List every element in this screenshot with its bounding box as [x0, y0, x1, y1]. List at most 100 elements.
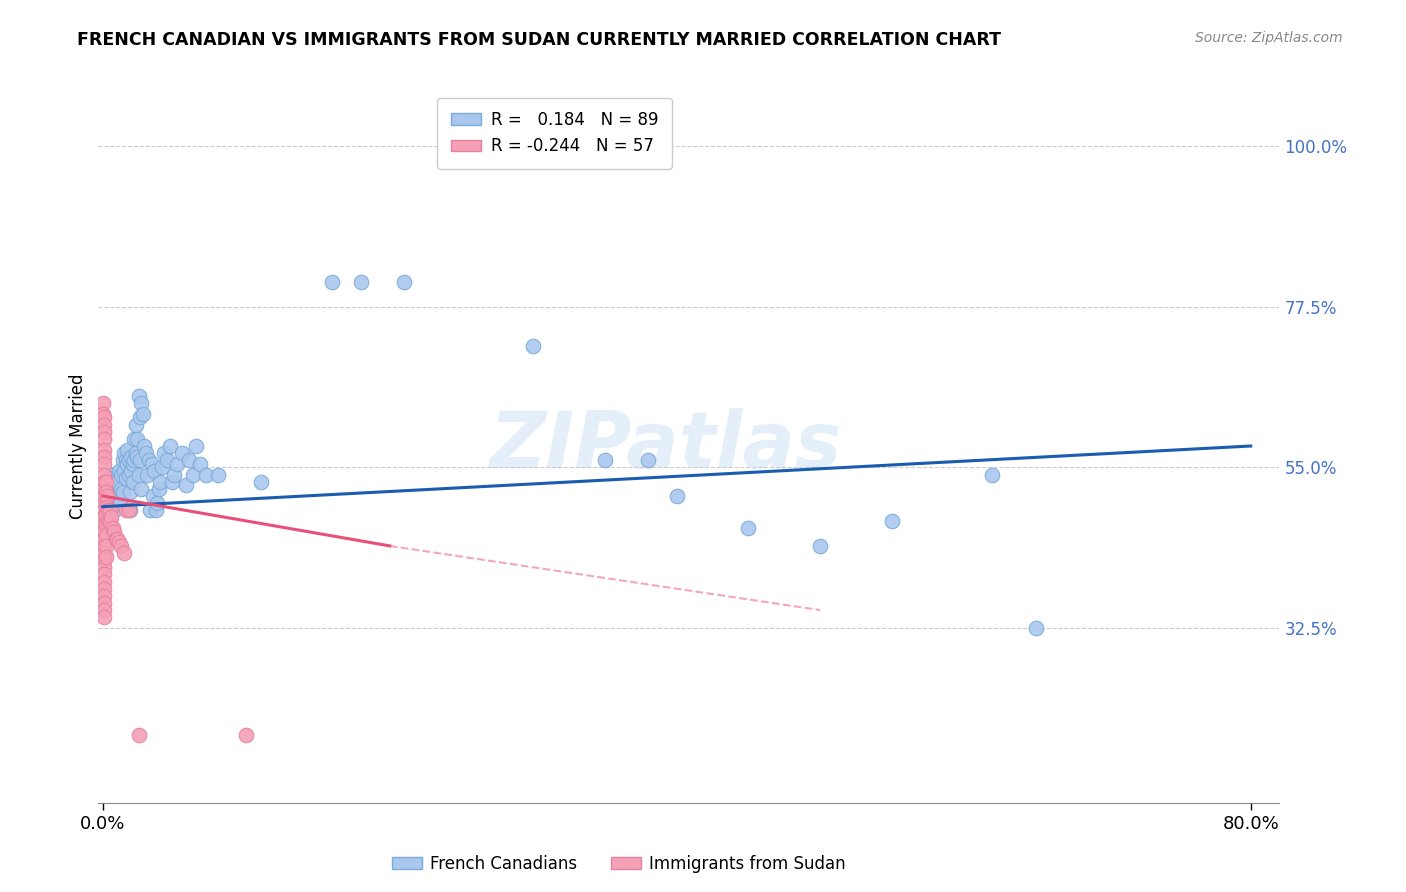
- Point: [97, 489, 120, 503]
- Point: [114, 453, 136, 467]
- Point: [93, 532, 115, 546]
- Point: [117, 467, 139, 482]
- Point: [93, 553, 115, 567]
- Point: [136, 467, 159, 482]
- Point: [146, 496, 169, 510]
- Point: [121, 475, 143, 489]
- Point: [120, 450, 142, 464]
- Point: [153, 446, 176, 460]
- Point: [93, 574, 115, 589]
- Point: [93, 603, 115, 617]
- Point: [93, 457, 115, 471]
- Point: [93, 560, 115, 574]
- Point: [94, 482, 117, 496]
- Point: [112, 464, 135, 478]
- Point: [100, 492, 122, 507]
- Text: ZIPatlas: ZIPatlas: [489, 408, 841, 484]
- Point: [111, 485, 134, 500]
- Point: [94, 549, 117, 564]
- Point: [148, 482, 170, 496]
- Point: [125, 446, 148, 460]
- Point: [128, 467, 150, 482]
- Point: [249, 475, 271, 489]
- Point: [350, 275, 373, 289]
- Point: [93, 539, 115, 553]
- Point: [131, 396, 153, 410]
- Point: [94, 507, 117, 521]
- Point: [93, 410, 115, 425]
- Point: [156, 453, 179, 467]
- Point: [125, 417, 148, 432]
- Point: [93, 467, 115, 482]
- Point: [103, 524, 125, 539]
- Point: [93, 485, 115, 500]
- Point: [128, 728, 150, 742]
- Point: [97, 475, 120, 489]
- Text: Source: ZipAtlas.com: Source: ZipAtlas.com: [1195, 31, 1343, 45]
- Point: [177, 453, 200, 467]
- Point: [93, 417, 115, 432]
- Point: [321, 275, 343, 289]
- Point: [93, 517, 115, 532]
- Point: [93, 567, 115, 582]
- Point: [98, 496, 121, 510]
- Point: [1024, 621, 1046, 635]
- Point: [105, 532, 128, 546]
- Point: [184, 439, 207, 453]
- Point: [127, 450, 149, 464]
- Point: [111, 453, 134, 467]
- Point: [98, 503, 121, 517]
- Point: [96, 489, 118, 503]
- Point: [124, 453, 146, 467]
- Point: [97, 514, 120, 528]
- Point: [94, 475, 117, 489]
- Point: [96, 485, 118, 500]
- Point: [132, 407, 155, 421]
- Point: [107, 464, 129, 478]
- Point: [174, 478, 197, 492]
- Point: [145, 503, 167, 517]
- Legend: French Canadians, Immigrants from Sudan: French Canadians, Immigrants from Sudan: [385, 848, 852, 880]
- Point: [159, 439, 181, 453]
- Point: [665, 489, 688, 503]
- Point: [195, 467, 218, 482]
- Point: [93, 450, 115, 464]
- Point: [104, 496, 127, 510]
- Point: [737, 521, 759, 535]
- Point: [98, 478, 121, 492]
- Point: [93, 432, 115, 446]
- Point: [115, 457, 138, 471]
- Point: [107, 535, 129, 549]
- Point: [93, 489, 115, 503]
- Point: [115, 442, 138, 457]
- Point: [101, 471, 124, 485]
- Point: [522, 339, 544, 353]
- Point: [100, 467, 122, 482]
- Point: [170, 446, 193, 460]
- Point: [101, 521, 124, 535]
- Point: [108, 496, 131, 510]
- Point: [103, 503, 125, 517]
- Point: [142, 489, 165, 503]
- Point: [129, 410, 152, 425]
- Point: [127, 432, 149, 446]
- Point: [91, 396, 114, 410]
- Point: [93, 589, 115, 603]
- Point: [100, 510, 122, 524]
- Point: [93, 610, 115, 624]
- Point: [93, 489, 115, 503]
- Point: [110, 482, 132, 496]
- Point: [103, 485, 125, 500]
- Point: [94, 496, 117, 510]
- Point: [139, 503, 162, 517]
- Point: [981, 467, 1004, 482]
- Point: [94, 528, 117, 542]
- Point: [188, 457, 211, 471]
- Legend: R =   0.184   N = 89, R = -0.244   N = 57: R = 0.184 N = 89, R = -0.244 N = 57: [437, 97, 672, 169]
- Text: FRENCH CANADIAN VS IMMIGRANTS FROM SUDAN CURRENTLY MARRIED CORRELATION CHART: FRENCH CANADIAN VS IMMIGRANTS FROM SUDAN…: [77, 31, 1001, 49]
- Point: [91, 407, 114, 421]
- Y-axis label: Currently Married: Currently Married: [69, 373, 87, 519]
- Point: [112, 446, 135, 460]
- Point: [143, 464, 166, 478]
- Point: [129, 453, 152, 467]
